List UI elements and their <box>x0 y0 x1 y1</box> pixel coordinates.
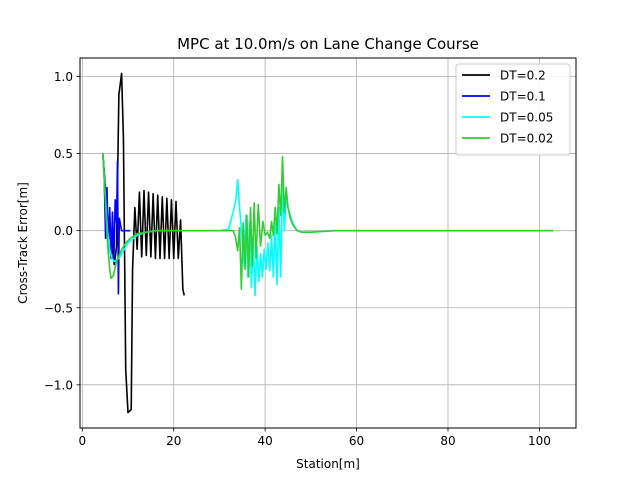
x-tick-label: 80 <box>440 434 455 448</box>
y-tick-label: −1.0 <box>44 378 73 392</box>
series-line-dt-0-2 <box>102 72 186 414</box>
y-axis-label: Cross-Track Error[m] <box>16 182 30 304</box>
x-tick-label: 100 <box>528 434 551 448</box>
plot-area-frame <box>79 57 577 429</box>
x-tick-label: 40 <box>258 434 273 448</box>
x-axis-label: Station[m] <box>296 457 360 471</box>
x-tick-label: 60 <box>349 434 364 448</box>
legend-label: DT=0.02 <box>500 132 553 146</box>
x-tick-label: 0 <box>78 434 86 448</box>
y-tick-label: 0.0 <box>54 224 73 238</box>
legend: DT=0.2 DT=0.1 DT=0.05 DT=0.02 <box>455 63 571 156</box>
legend-label: DT=0.05 <box>500 111 553 125</box>
chart-title: MPC at 10.0m/s on Lane Change Course <box>177 35 479 53</box>
y-tick-label: −0.5 <box>44 301 73 315</box>
legend-label: DT=0.1 <box>500 90 546 104</box>
legend-box <box>455 63 571 156</box>
y-axis-ticks: −1.0 −0.5 0.0 0.5 1.0 <box>44 70 80 392</box>
y-tick-label: 0.5 <box>54 147 73 161</box>
x-axis-ticks: 0 20 40 60 80 100 <box>78 428 551 448</box>
x-tick-label: 20 <box>166 434 181 448</box>
series-lines <box>102 72 554 414</box>
y-tick-label: 1.0 <box>54 70 73 84</box>
legend-label: DT=0.2 <box>500 69 546 83</box>
series-line-dt-0-02 <box>102 153 554 291</box>
